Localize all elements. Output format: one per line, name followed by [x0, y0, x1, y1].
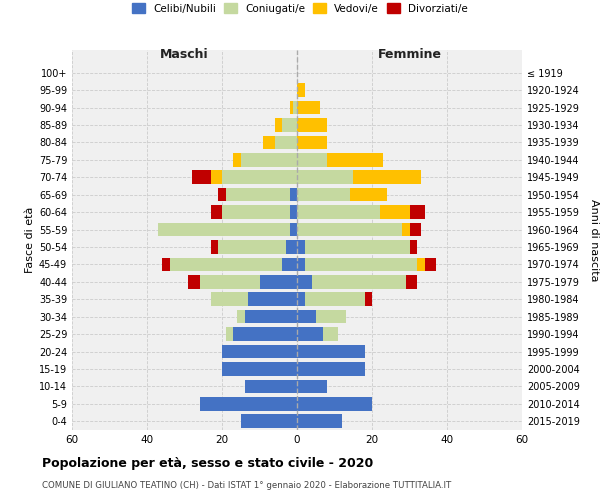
Bar — [402, 222, 409, 236]
Bar — [199, 397, 297, 410]
Bar — [349, 188, 387, 202]
Bar — [233, 153, 241, 166]
Bar — [290, 222, 297, 236]
Bar — [380, 206, 409, 219]
Bar — [211, 170, 222, 184]
Bar — [297, 310, 316, 324]
Bar — [245, 310, 297, 324]
Bar — [417, 258, 425, 271]
Bar — [188, 275, 199, 288]
Bar — [353, 170, 421, 184]
Text: Maschi: Maschi — [160, 48, 209, 61]
Bar — [297, 240, 305, 254]
Bar — [260, 275, 297, 288]
Bar — [226, 188, 290, 202]
Bar — [245, 380, 297, 393]
Bar — [312, 275, 406, 288]
Bar — [409, 206, 425, 219]
Bar — [297, 414, 342, 428]
Bar — [327, 153, 383, 166]
Bar — [275, 118, 282, 132]
Bar — [199, 275, 260, 288]
Bar — [297, 397, 372, 410]
Bar — [305, 240, 409, 254]
Bar — [406, 275, 417, 288]
Bar — [297, 328, 323, 341]
Bar — [218, 240, 286, 254]
Text: Popolazione per età, sesso e stato civile - 2020: Popolazione per età, sesso e stato civil… — [42, 458, 373, 470]
Bar — [237, 310, 245, 324]
Bar — [409, 222, 421, 236]
Bar — [211, 206, 222, 219]
Bar — [297, 118, 327, 132]
Bar — [158, 222, 290, 236]
Bar — [290, 188, 297, 202]
Bar — [293, 100, 297, 114]
Bar — [297, 362, 365, 376]
Y-axis label: Fasce di età: Fasce di età — [25, 207, 35, 273]
Bar — [222, 206, 290, 219]
Bar — [248, 292, 297, 306]
Bar — [297, 258, 305, 271]
Bar — [365, 292, 372, 306]
Bar — [192, 170, 211, 184]
Bar — [297, 153, 327, 166]
Bar — [316, 310, 346, 324]
Bar — [211, 292, 248, 306]
Bar — [297, 84, 305, 97]
Bar — [226, 328, 233, 341]
Bar — [290, 206, 297, 219]
Legend: Celibi/Nubili, Coniugati/e, Vedovi/e, Divorziati/e: Celibi/Nubili, Coniugati/e, Vedovi/e, Di… — [129, 0, 471, 16]
Bar — [222, 345, 297, 358]
Bar — [323, 328, 338, 341]
Bar — [275, 136, 297, 149]
Bar — [286, 240, 297, 254]
Bar — [297, 345, 365, 358]
Bar — [297, 380, 327, 393]
Bar — [211, 240, 218, 254]
Bar — [297, 188, 349, 202]
Text: COMUNE DI GIULIANO TEATINO (CH) - Dati ISTAT 1° gennaio 2020 - Elaborazione TUTT: COMUNE DI GIULIANO TEATINO (CH) - Dati I… — [42, 481, 451, 490]
Bar — [162, 258, 170, 271]
Bar — [233, 328, 297, 341]
Bar — [297, 222, 402, 236]
Bar — [297, 136, 327, 149]
Bar — [297, 206, 380, 219]
Bar — [297, 292, 305, 306]
Bar — [222, 170, 297, 184]
Bar — [282, 118, 297, 132]
Bar — [297, 275, 312, 288]
Bar — [305, 292, 365, 306]
Bar — [290, 100, 293, 114]
Bar — [241, 414, 297, 428]
Y-axis label: Anni di nascita: Anni di nascita — [589, 198, 599, 281]
Bar — [263, 136, 275, 149]
Bar — [297, 170, 353, 184]
Bar — [218, 188, 226, 202]
Bar — [282, 258, 297, 271]
Bar — [305, 258, 417, 271]
Text: Femmine: Femmine — [377, 48, 442, 61]
Bar — [297, 100, 320, 114]
Bar — [241, 153, 297, 166]
Bar — [425, 258, 436, 271]
Bar — [170, 258, 282, 271]
Bar — [409, 240, 417, 254]
Bar — [222, 362, 297, 376]
